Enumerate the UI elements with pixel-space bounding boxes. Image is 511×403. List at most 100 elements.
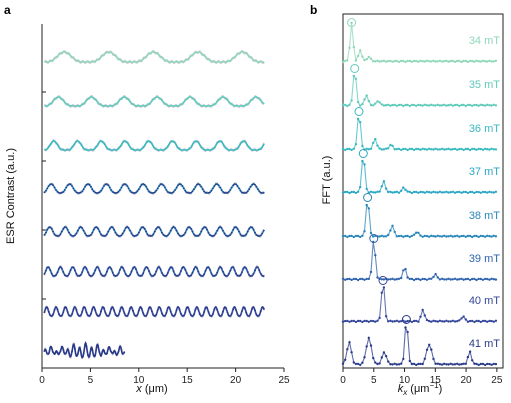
panel-b-point	[344, 278, 347, 281]
panel-a-point	[161, 312, 163, 315]
panel-b-point	[479, 277, 482, 281]
panel-a-point	[214, 274, 217, 277]
panel-a-point	[257, 235, 259, 237]
panel-a-point	[94, 309, 97, 311]
panel-b-point	[419, 148, 422, 151]
panel-a-point	[58, 353, 60, 355]
panel-a-point	[146, 266, 149, 269]
panel-b-point	[458, 59, 461, 63]
panel-a-point	[194, 185, 197, 188]
panel-a-letter: a	[4, 3, 11, 17]
panel-b-point	[421, 147, 424, 150]
panel-a-point	[101, 350, 104, 352]
panel-a-point	[251, 274, 254, 277]
panel-a-point	[123, 351, 126, 354]
panel-b-point	[473, 234, 476, 238]
panel-a-point	[143, 227, 146, 230]
panel-a-point	[262, 229, 265, 232]
panel-a-point	[259, 191, 262, 194]
panel-b-point	[423, 191, 426, 194]
panel-b-point	[492, 103, 495, 107]
panel-a-point	[58, 191, 60, 194]
panel-b-point	[348, 103, 351, 107]
panel-b-point	[400, 276, 403, 280]
panel-a-point	[258, 235, 261, 237]
panel-a-point	[153, 315, 156, 317]
panel-a-point	[79, 314, 82, 317]
panel-a-point	[175, 186, 178, 189]
panel-a-point	[236, 185, 239, 187]
panel-b-point	[406, 319, 409, 323]
panel-b-point	[374, 102, 377, 105]
panel-b-point	[423, 60, 426, 63]
panel-a-point	[162, 315, 165, 317]
panel-b-peak-marker	[363, 193, 373, 202]
panel-b-point	[406, 103, 409, 107]
panel-b-xtick-label: 5	[371, 375, 377, 386]
panel-a-point	[103, 307, 105, 309]
panel-b-point	[460, 60, 463, 64]
panel-a-point	[243, 307, 246, 309]
panel-b-point	[486, 320, 489, 323]
panel-a-point	[158, 185, 161, 187]
panel-b-point	[425, 148, 429, 151]
panel-a-point	[232, 228, 235, 231]
panel-b-point	[341, 103, 345, 107]
panel-a-point	[113, 350, 115, 352]
panel-b-point	[449, 362, 452, 365]
panel-b-point	[361, 55, 364, 58]
panel-b-point	[440, 191, 444, 194]
panel-b-point	[481, 148, 485, 151]
panel-b-point	[408, 235, 411, 239]
panel-a-point	[68, 231, 70, 234]
panel-b-point	[369, 319, 373, 323]
panel-b-point	[460, 103, 463, 107]
panel-a-point	[53, 353, 56, 355]
panel-a-point	[52, 351, 54, 354]
panel-b-point	[393, 230, 396, 234]
panel-b-point	[393, 278, 396, 281]
panel-a-point	[190, 191, 193, 194]
panel-b-point	[434, 191, 437, 194]
panel-b-point	[443, 362, 446, 365]
panel-a-point	[162, 184, 165, 187]
panel-a-point	[59, 233, 62, 236]
panel-b-point	[352, 277, 355, 281]
panel-a-point	[47, 266, 50, 269]
panel-b-point	[363, 319, 366, 323]
panel-b-point	[384, 235, 388, 238]
panel-b-point	[404, 326, 407, 329]
panel-a-point	[225, 234, 227, 237]
panel-a-point	[252, 272, 255, 275]
panel-a-point	[120, 306, 123, 309]
panel-a-point	[140, 226, 143, 229]
panel-b-point	[443, 234, 446, 237]
panel-a-point	[156, 187, 159, 190]
panel-a-point	[168, 268, 171, 271]
panel-a-point	[91, 308, 94, 311]
panel-a-point	[120, 266, 123, 269]
panel-a-point	[135, 191, 137, 194]
panel-a-point	[238, 275, 240, 277]
panel-a-point	[130, 306, 133, 309]
panel-b-letter: b	[310, 3, 317, 17]
panel-a-point	[55, 306, 57, 308]
panel-a-point	[137, 188, 140, 191]
panel-b-point	[402, 59, 405, 63]
panel-a-point	[209, 191, 211, 194]
panel-b-point	[421, 277, 424, 281]
panel-b-point	[344, 103, 347, 107]
panel-a-point	[74, 347, 76, 350]
panel-b-point	[400, 234, 403, 238]
panel-b-field-label: 39 mT	[469, 253, 500, 265]
panel-b-point	[359, 104, 362, 107]
panel-b-point	[460, 234, 463, 238]
panel-b-point	[397, 191, 401, 194]
panel-b-point	[350, 319, 353, 323]
panel-a-point	[159, 268, 162, 271]
panel-b-point	[464, 147, 467, 151]
panel-b-point	[471, 359, 474, 362]
panel-b-point	[432, 59, 435, 62]
panel-b-point	[492, 320, 495, 323]
panel-a-point	[101, 234, 104, 237]
